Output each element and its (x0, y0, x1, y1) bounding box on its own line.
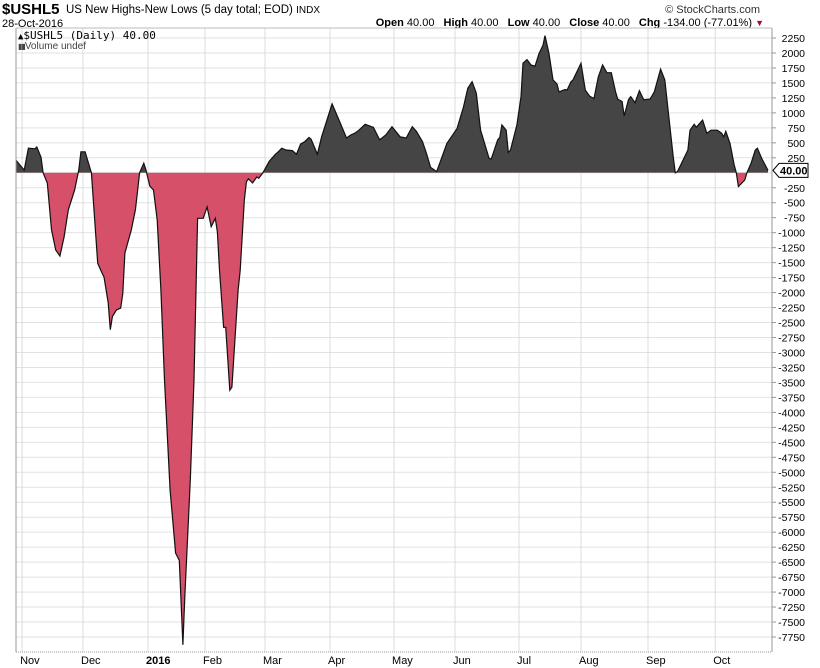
y-tick-label: -3500 (778, 377, 805, 389)
y-tick-label: 2000 (782, 48, 806, 60)
y-tick-label: -2750 (778, 333, 805, 345)
y-tick-label: 2250 (782, 33, 806, 45)
y-tick-label: -5750 (778, 512, 805, 524)
x-tick-label: May (392, 655, 413, 667)
y-tick-label: -2500 (778, 318, 805, 330)
price-marker: 40.00 (772, 162, 809, 178)
y-tick-label: -5000 (778, 467, 805, 479)
x-tick-label: Feb (203, 655, 222, 667)
x-tick-label: Aug (579, 655, 599, 667)
open-label: Open (375, 17, 404, 29)
close-label: Close (569, 17, 600, 29)
y-tick-label: -1750 (778, 273, 805, 285)
high-value: 40.00 (471, 17, 499, 29)
copyright: © StockCharts.com (665, 4, 760, 16)
positive-area (16, 35, 768, 173)
chg-label: Chg (638, 17, 661, 29)
y-tick-label: -1250 (778, 243, 805, 255)
high-label: High (443, 17, 468, 29)
y-tick-label: -4250 (778, 422, 805, 434)
y-tick-label: 500 (787, 138, 805, 150)
y-tick-label: -250 (784, 183, 805, 195)
x-tick-label: Jul (517, 655, 531, 667)
ohlc-summary: Open 40.00 High 40.00 Low 40.00 Close 40… (376, 17, 764, 29)
y-tick-label: -4750 (778, 452, 805, 464)
y-tick-label: -7500 (778, 617, 805, 629)
down-triangle-icon: ▼ (755, 18, 764, 28)
axes: 2250 2000 1750 1500 1250 1000 750 500 250 -250 -50… (15, 27, 806, 667)
y-tick-label: 1750 (782, 63, 806, 75)
legend: ▲$USHL5 (Daily) 40.00 (18, 30, 156, 43)
y-tick-label: 750 (787, 123, 805, 135)
y-tick-label: -3000 (778, 347, 805, 359)
symbol-name: US New Highs-New Lows (5 day total; EOD) (66, 4, 293, 16)
low-label: Low (507, 17, 530, 29)
symbol-title: $USHL5 (2, 1, 60, 18)
y-tick-label: -750 (784, 213, 805, 225)
series-line (15, 35, 769, 645)
low-value: 40.00 (532, 17, 561, 29)
volume-bars-icon: ▮▮ (18, 42, 26, 51)
y-tick-label: -7250 (778, 602, 805, 614)
y-tick-label: -6250 (778, 542, 805, 554)
legend-volume-label: Volume undef (24, 41, 86, 52)
y-tick-label: -4000 (778, 407, 805, 419)
y-tick-label: -500 (784, 198, 805, 210)
x-tick-label: Dec (81, 655, 101, 667)
y-tick-label: -5500 (778, 497, 805, 509)
y-tick-label: -4500 (778, 437, 805, 449)
chart-date: 28-Oct-2016 (2, 18, 64, 30)
x-tick-label: Mar (263, 655, 282, 667)
y-tick-label: -6750 (778, 572, 805, 584)
x-tick-label: Apr (328, 655, 345, 667)
x-tick-label: Nov (20, 655, 40, 667)
y-tick-label: 1500 (782, 78, 806, 90)
y-tick-label: -3750 (778, 392, 805, 404)
grid (16, 28, 772, 652)
x-tick-label: Sep (646, 655, 666, 667)
y-tick-label: 1000 (782, 108, 806, 120)
y-tick-label: -7750 (778, 632, 805, 644)
y-tick-label: -1000 (778, 228, 805, 240)
x-tick-label: Oct (713, 655, 730, 667)
close-value: 40.00 (602, 17, 630, 29)
y-tick-label: -7000 (778, 587, 805, 599)
y-tick-label: -6500 (778, 557, 805, 569)
legend-volume: ▮▮Volume undef (18, 41, 86, 52)
mountain-icon: ▲ (18, 32, 24, 42)
x-tick-label: 2016 (146, 655, 170, 667)
y-tick-label: -2000 (778, 288, 805, 300)
y-tick-label: -2250 (778, 303, 805, 315)
y-tick-label: 1250 (782, 93, 806, 105)
legend-series: $USHL5 (Daily) 40.00 (23, 29, 156, 42)
symbol-description: US New Highs-New Lows (5 day total; EOD)… (66, 4, 320, 16)
y-tick-label: -5250 (778, 482, 805, 494)
price-marker-label: 40.00 (780, 165, 808, 177)
y-tick-label: -1500 (778, 258, 805, 270)
y-tick-label: -6000 (778, 527, 805, 539)
y-tick-label: 250 (787, 153, 805, 165)
y-tick-label: -3250 (778, 362, 805, 374)
open-value: 40.00 (406, 17, 435, 29)
chg-value: -134.00 (-77.01%) (663, 17, 753, 29)
exchange-label: INDX (296, 5, 320, 16)
x-tick-label: Jun (453, 655, 471, 667)
